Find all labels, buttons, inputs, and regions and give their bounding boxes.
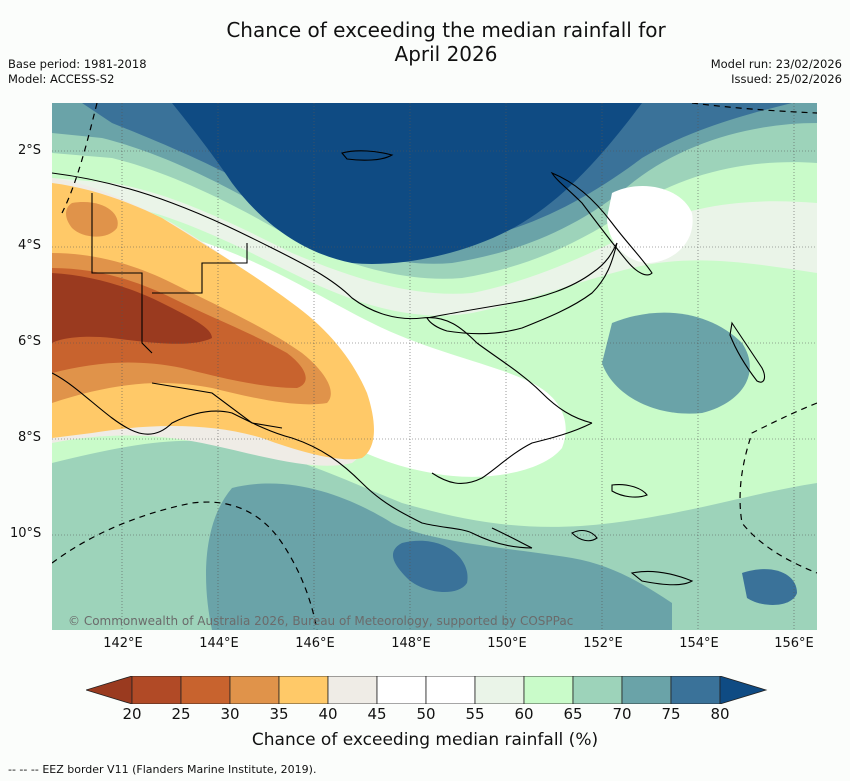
lon-label-154e: 154°E [679,636,719,651]
lat-label-8s: 8°S [18,430,42,445]
graticule [52,103,817,630]
lat-label-2s: 2°S [18,143,42,158]
colorbar-20-25 [131,675,182,705]
issued-date: Issued: 25/02/2026 [731,72,842,86]
region-above-80-north [172,103,642,264]
colorbar-tick-80: 80 [710,705,730,723]
lon-label-156e: 156°E [774,636,814,651]
model-name: Model: ACCESS-S2 [8,72,115,86]
colorbar-tick-35: 35 [269,705,289,723]
colorbar-tick-55: 55 [465,705,485,723]
colorbar-tick-30: 30 [220,705,240,723]
base-period: Base period: 1981-2018 [8,57,147,71]
lon-label-148e: 148°E [391,636,431,651]
colorbar-svg [84,675,768,705]
lon-label-144e: 144°E [199,636,239,651]
meta-left: Base period: 1981-2018 Model: ACCESS-S2 [8,57,147,87]
eez-legend: -- -- -- EEZ border V11 (Flanders Marine… [8,763,316,776]
colorbar-40-45 [327,675,378,705]
colorbar-tick-45: 45 [367,705,387,723]
coastlines [52,150,766,586]
colorbar-60-65 [523,675,574,705]
region-below-20-west [52,273,212,344]
rainfall-map [52,103,817,630]
colorbar-tick-50: 50 [416,705,436,723]
colorbar-tick-40: 40 [318,705,338,723]
region-75-80-east [742,569,797,605]
lat-label-10s: 10°S [10,526,42,541]
title-line-2: April 2026 [394,42,498,66]
colorbar-tick-65: 65 [563,705,583,723]
meta-right: Model run: 23/02/2026 Issued: 25/02/2026 [711,57,842,87]
colorbar-tick-25: 25 [171,705,191,723]
map-canvas [52,103,817,630]
colorbar-tick-20: 20 [122,705,142,723]
map-title: Chance of exceeding the median rainfall … [0,18,850,66]
colorbar [84,675,768,708]
colorbar-35-40 [278,675,329,705]
colorbar-tick-60: 60 [514,705,534,723]
colorbar-65-70 [572,675,623,705]
eez-legend-dash: -- -- -- [8,763,39,776]
colorbar-75-80 [670,675,721,705]
region-70-75-east [602,312,750,414]
colorbar-45-50 [376,675,427,705]
lon-label-150e: 150°E [487,636,527,651]
colorbar-50-55 [425,675,476,705]
colorbar-70-75 [621,675,672,705]
lon-label-142e: 142°E [103,636,143,651]
title-line-1: Chance of exceeding the median rainfall … [226,18,666,42]
lat-label-4s: 4°S [18,238,42,253]
colorbar-30-35 [229,675,280,705]
lat-label-6s: 6°S [18,334,42,349]
colorbar-below-20 [84,675,133,705]
eez-borders [52,103,817,630]
eez-legend-text: EEZ border V11 (Flanders Marine Institut… [42,763,317,776]
colorbar-55-60 [474,675,525,705]
colorbar-tick-75: 75 [661,705,681,723]
lon-label-146e: 146°E [295,636,335,651]
region-75-80-south [392,540,468,593]
colorbar-tick-70: 70 [612,705,632,723]
colorbar-label: Chance of exceeding median rainfall (%) [251,730,599,750]
lon-label-152e: 152°E [583,636,623,651]
colorbar-above-80 [719,675,768,705]
colorbar-25-30 [180,675,231,705]
model-run: Model run: 23/02/2026 [710,57,842,71]
map-credit: © Commonwealth of Australia 2026, Bureau… [68,614,574,628]
